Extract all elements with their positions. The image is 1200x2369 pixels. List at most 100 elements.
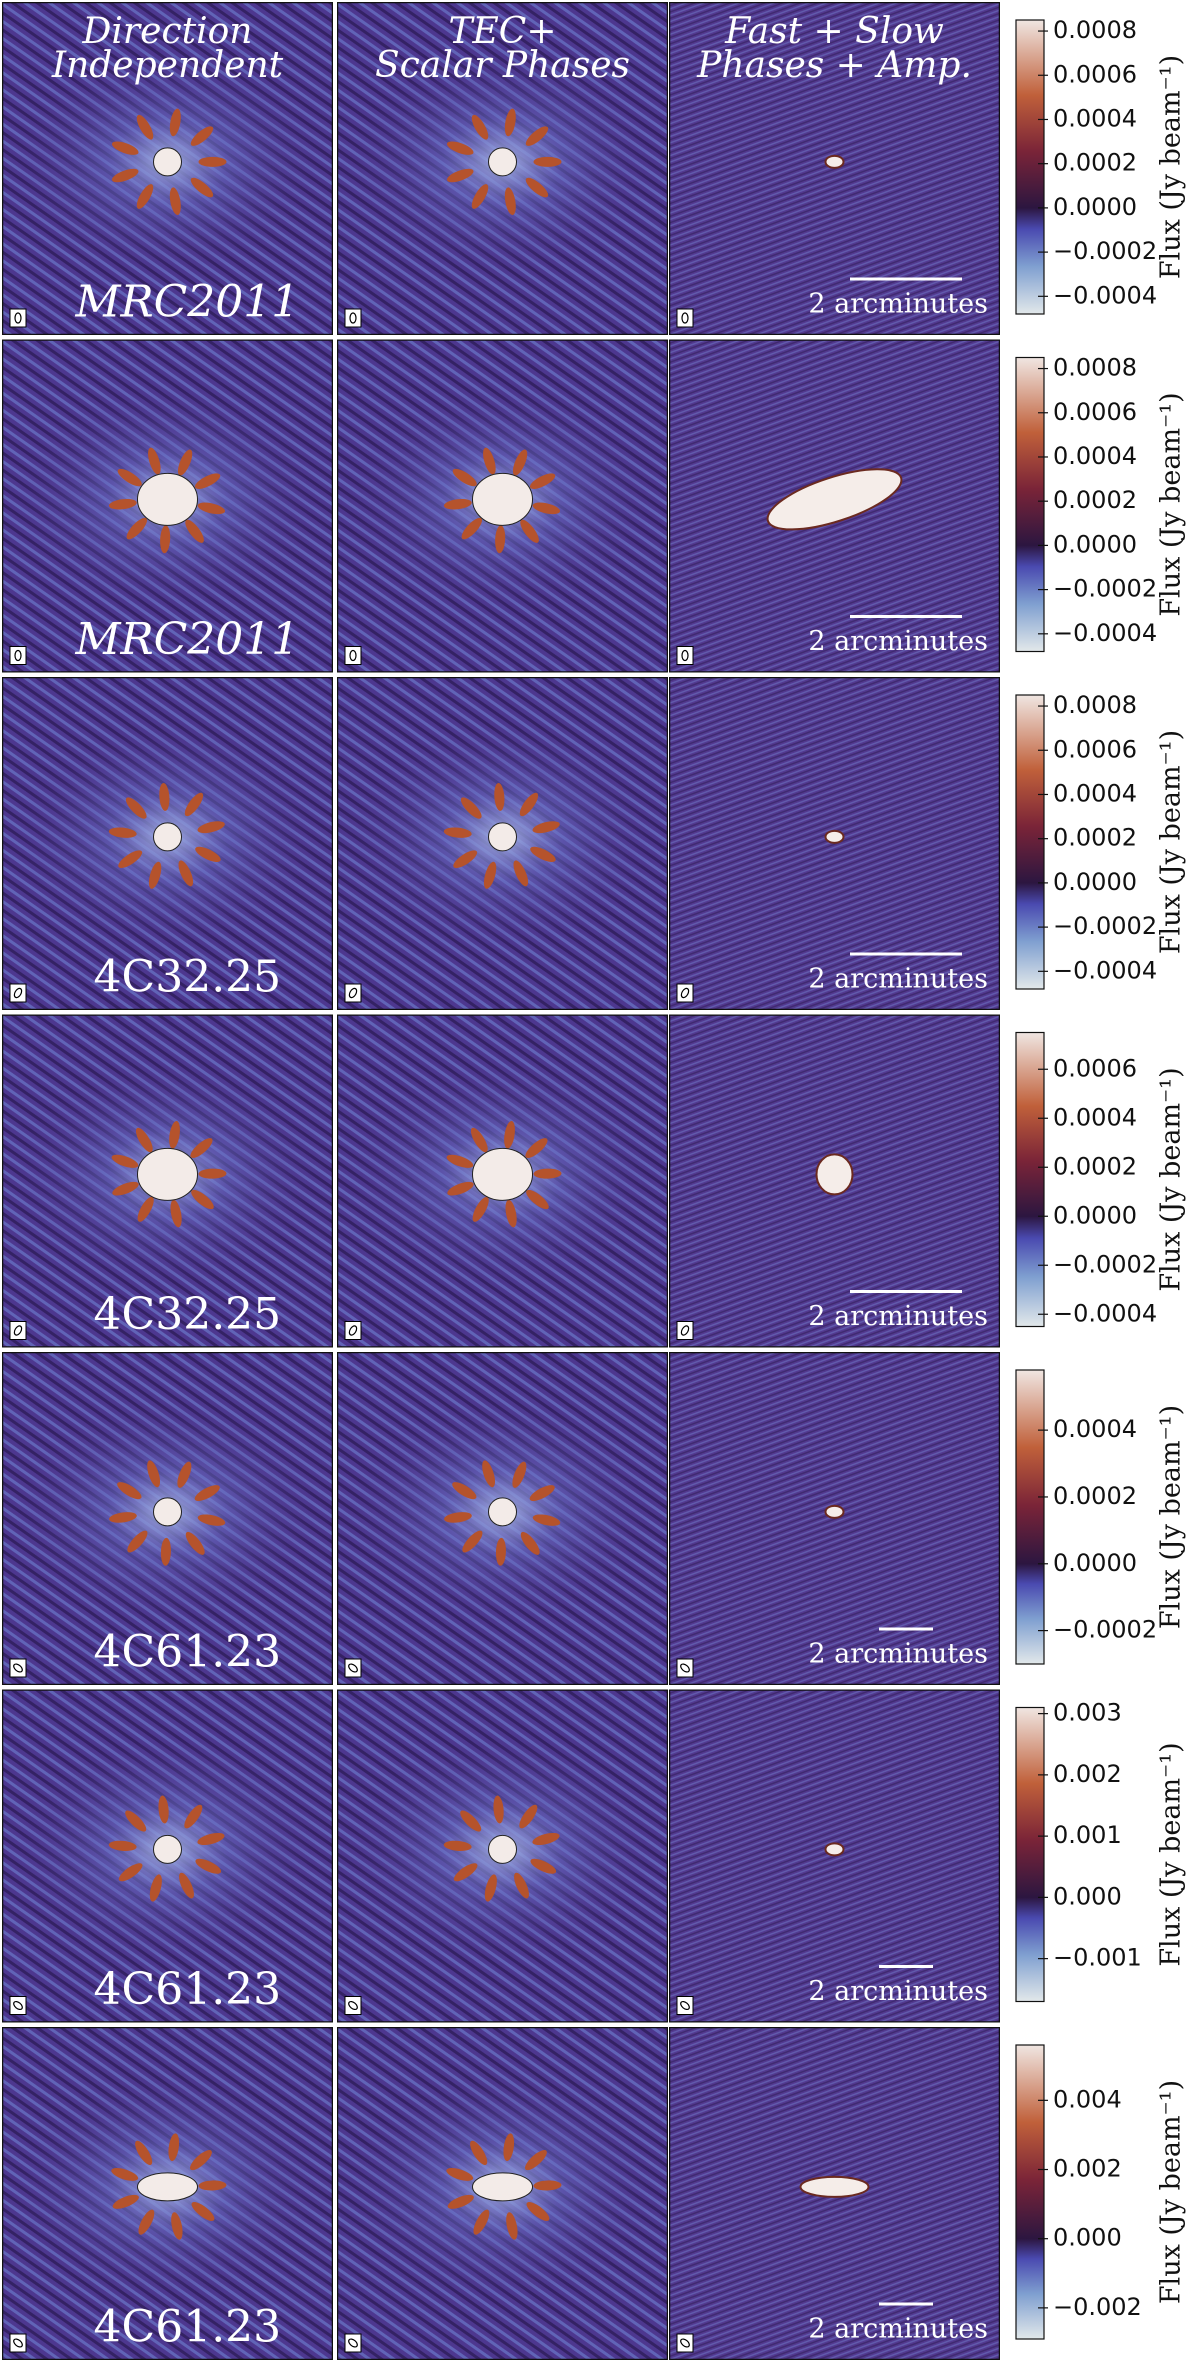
sidelobe-feature [525, 2149, 547, 2171]
colorbar-tick-label: 0.0002 [1053, 1482, 1137, 1510]
sidelobe-feature [177, 1461, 192, 1488]
scale-bar-label: 2 arcminutes [808, 1976, 988, 2007]
sidelobe-feature [190, 1138, 213, 1159]
sidelobe-feature [159, 782, 170, 811]
sidelobe-feature [117, 1482, 142, 1500]
sidelobe-feature [108, 1840, 137, 1851]
colorbar-tick-label: 0.0008 [1053, 16, 1137, 44]
sidelobe-feature [197, 1514, 226, 1526]
sidelobe-feature [532, 821, 560, 834]
sidelobe-feature [169, 187, 181, 216]
sidelobe-feature [112, 2194, 139, 2209]
colorbar [1015, 1706, 1045, 2003]
sidelobe-feature [453, 850, 478, 869]
beam-box [344, 646, 362, 665]
colorbar [1015, 1369, 1045, 1665]
sidelobe-feature [462, 1530, 483, 1553]
image-panel [669, 1352, 1000, 1685]
colorbar-tick-label: 0.0002 [1053, 149, 1137, 177]
source-core [472, 472, 533, 526]
sidelobe-feature [111, 2168, 139, 2181]
source-core [472, 2172, 533, 2202]
sidelobe-feature [514, 1872, 529, 1899]
scale-bar-label: 2 arcminutes [808, 2314, 988, 2345]
image-panel [2, 1689, 333, 2023]
column-title: Scalar Phases [375, 45, 630, 86]
beam [681, 649, 689, 662]
sidelobe-feature [179, 1872, 194, 1899]
sidelobe-feature [184, 792, 204, 817]
beam-box [9, 2333, 27, 2353]
source-core [472, 1147, 533, 1201]
column-title: Phases + Amp. [696, 45, 972, 86]
source-name: 4C61.23 [94, 1964, 282, 2015]
beam [681, 312, 689, 324]
sidelobe-feature [452, 468, 477, 487]
beam-box [344, 2333, 362, 2353]
colorbar-tick-label: 0.0002 [1053, 486, 1137, 514]
image-panel [669, 1689, 1000, 2023]
sidelobe-feature [461, 517, 483, 540]
sidelobe-feature [194, 1485, 220, 1501]
sidelobe-feature [525, 126, 549, 146]
colorbar-tick-label: 0.0006 [1053, 398, 1137, 426]
sidelobe-feature [513, 860, 529, 887]
source-core [815, 1153, 854, 1196]
beam [348, 2000, 358, 2011]
panel-frame [2, 339, 333, 673]
beam-box [344, 308, 362, 328]
source-core [488, 1834, 517, 1864]
sidelobe-feature [135, 2140, 153, 2166]
colorbar-tick-label: −0.0002 [1053, 575, 1157, 603]
sidelobe-feature [171, 2212, 183, 2240]
source-core [824, 154, 845, 169]
colorbar-label: Flux (Jy beam⁻¹) [1156, 1742, 1187, 1966]
colorbar-tick-label: 0.0008 [1053, 691, 1137, 719]
colorbar-tick-label: −0.0004 [1053, 956, 1157, 984]
sidelobe-feature [519, 1804, 538, 1829]
colorbar-tick-label: −0.0004 [1053, 1299, 1157, 1327]
scale-bar-label: 2 arcminutes [808, 626, 988, 657]
colorbar-tick-label: −0.0004 [1053, 281, 1157, 309]
colorbar-tick-label: 0.0002 [1053, 1152, 1137, 1180]
colorbar-tick-label: 0.0000 [1053, 1201, 1137, 1229]
sidelobe-feature [136, 184, 154, 209]
source-name: 4C32.25 [94, 952, 282, 1003]
sidelobe-feature [512, 449, 528, 476]
sidelobe-feature [160, 1537, 171, 1566]
column-title: Direction [82, 11, 253, 52]
sidelobe-feature [482, 1460, 496, 1488]
beam [680, 1325, 690, 1336]
sidelobe-feature [194, 473, 221, 489]
colorbar-label: Flux (Jy beam⁻¹) [1156, 392, 1187, 616]
panel-frame [669, 1352, 1000, 1685]
sidelobe-feature [125, 1810, 147, 1832]
sidelobe-feature [135, 1127, 153, 1153]
beam-box [676, 1658, 694, 1678]
sidelobe-feature [529, 473, 556, 489]
beam [680, 2338, 690, 2348]
column-title: Independent [51, 45, 284, 86]
beam [348, 2338, 358, 2348]
sidelobe-feature [136, 114, 154, 140]
beam [13, 2000, 23, 2011]
sidelobe-feature [112, 1181, 139, 1196]
beam-box [676, 646, 694, 665]
sidelobe-feature [525, 1138, 548, 1159]
source-core [153, 822, 182, 852]
sidelobe-feature [446, 168, 474, 183]
colorbar-tick-label: 0.0000 [1053, 193, 1137, 221]
panel-frame [669, 2, 1000, 335]
image-panel [337, 2027, 668, 2360]
colorbar-tick-label: −0.0002 [1053, 237, 1157, 265]
panel-frame [337, 1014, 668, 1348]
sidelobe-feature [484, 1874, 497, 1902]
colorbar-label: Flux (Jy beam⁻¹) [1156, 2080, 1187, 2304]
colorbar-tick-label: 0.0002 [1053, 824, 1137, 852]
sidelobe-feature [111, 141, 139, 155]
colorbar-label: Flux (Jy beam⁻¹) [1156, 1067, 1187, 1291]
colorbar-tick-label: −0.0002 [1053, 1250, 1157, 1278]
source-core [766, 468, 903, 531]
source-core [153, 1497, 182, 1527]
colorbar-tick-label: 0.002 [1053, 2155, 1122, 2183]
